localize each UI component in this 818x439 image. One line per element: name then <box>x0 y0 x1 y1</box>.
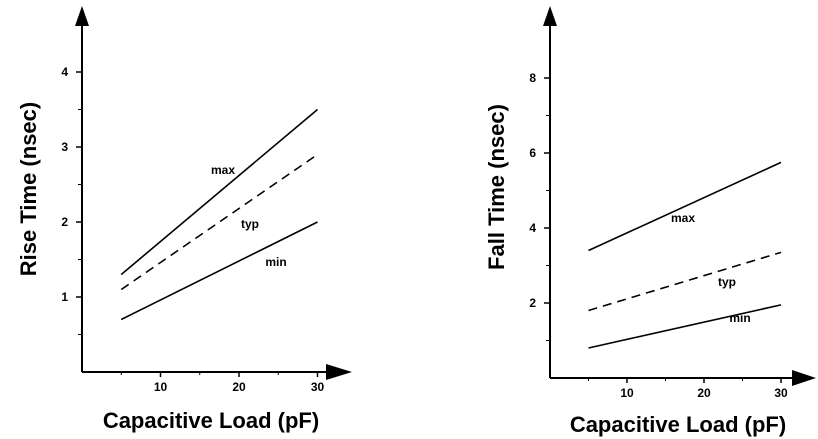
fall-x-axis-title: Capacitive Load (pF) <box>570 412 786 437</box>
rise-x-axis-arrow <box>326 364 352 380</box>
fall-y-tick-label: 4 <box>529 221 536 235</box>
rise-series-line-typ <box>120 153 318 291</box>
rise-x-tick-label: 20 <box>232 380 246 394</box>
rise-y-tick-label: 4 <box>61 65 68 79</box>
rise-x-tick-label: 30 <box>311 380 325 394</box>
rise-time-chart: 1 2 3 4 10 20 30 Capacitive Load (pF) Rise Tim… <box>16 6 352 433</box>
fall-y-axis-title: Fall Time (nsec) <box>484 104 509 270</box>
fall-series-label-typ: typ <box>718 275 736 289</box>
rise-y-tick-label: 3 <box>61 140 68 154</box>
fall-time-chart: 2 4 6 8 10 20 30 Capacitive Load (pF) Fall Tim… <box>484 6 816 437</box>
fall-series-line-typ <box>588 251 782 312</box>
fall-x-tick-label: 20 <box>697 386 711 400</box>
rise-y-axis-title: Rise Time (nsec) <box>16 102 41 276</box>
rise-series-line-min <box>120 221 318 321</box>
rise-series-label-max: max <box>211 163 235 177</box>
rise-series-label-typ: typ <box>241 217 259 231</box>
fall-series-label-min: min <box>729 311 750 325</box>
rise-y-tick-label: 2 <box>61 215 68 229</box>
fall-y-axis-arrow <box>543 6 557 26</box>
rise-y-tick-label: 1 <box>61 290 68 304</box>
rise-x-tick-label: 10 <box>154 380 168 394</box>
rise-x-axis-title: Capacitive Load (pF) <box>103 408 319 433</box>
fall-x-tick-label: 30 <box>774 386 788 400</box>
rise-series-line-max <box>120 108 319 276</box>
rise-y-axis-arrow <box>75 6 89 26</box>
rise-series-label-min: min <box>265 255 286 269</box>
fall-series-line-min <box>588 304 782 349</box>
fall-x-axis-arrow <box>792 370 816 386</box>
fall-x-tick-label: 10 <box>620 386 634 400</box>
fall-series-label-max: max <box>671 211 695 225</box>
fall-y-tick-label: 6 <box>529 146 536 160</box>
fall-y-tick-label: 2 <box>529 296 536 310</box>
fall-series-line-max <box>588 161 782 252</box>
fall-y-tick-label: 8 <box>529 71 536 85</box>
